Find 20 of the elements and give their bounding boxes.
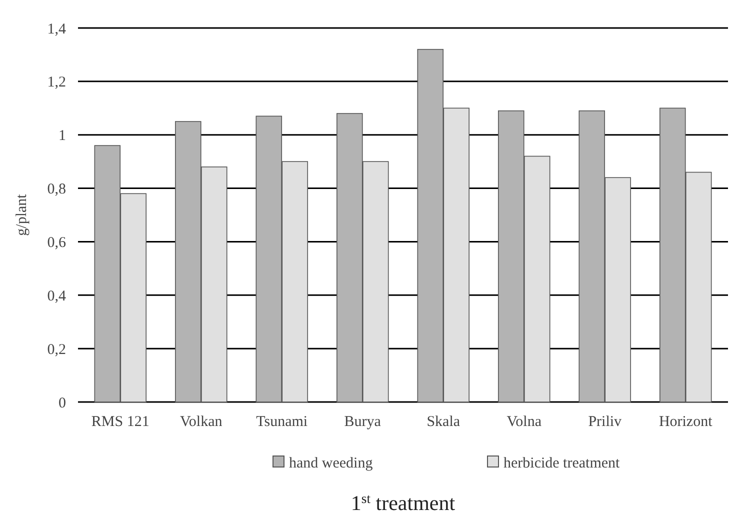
y-tick-label: 1,2 <box>47 74 66 91</box>
y-axis-title: g/plant <box>14 193 30 236</box>
x-tick-label: Burya <box>344 414 382 430</box>
x-tick-label: Horizont <box>658 414 714 430</box>
y-tick-label: 0,2 <box>47 342 66 358</box>
text: 1$^{st}$ treatment <box>350 490 456 515</box>
x-tick-label: Tsunami <box>256 414 308 430</box>
legend-label: hand weeding <box>289 455 374 472</box>
x-tick-label: Skala <box>426 414 460 430</box>
y-tick-label: 1 <box>58 128 66 144</box>
y-tick-label: 1,4 <box>47 21 66 38</box>
x-tick-label: RMS 121 <box>91 414 150 430</box>
legend-label: herbicide treatment <box>504 455 621 472</box>
x-tick-label: Volna <box>506 414 542 430</box>
x-tick-label: Volkan <box>180 414 223 430</box>
y-tick-label: 0,6 <box>47 234 66 251</box>
y-tick-label: 0,8 <box>47 182 66 198</box>
y-tick-label: 0 <box>58 395 66 412</box>
x-tick-label: Priliv <box>588 414 622 430</box>
y-tick-label: 0,4 <box>47 288 66 304</box>
